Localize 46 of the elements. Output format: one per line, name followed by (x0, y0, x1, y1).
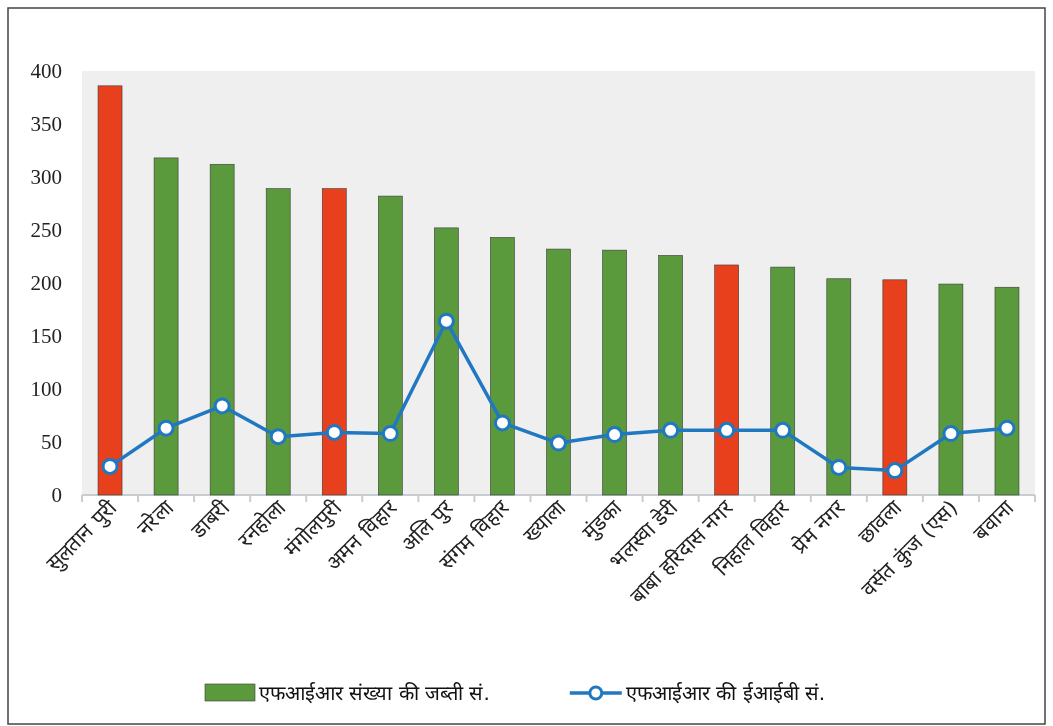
bar (546, 248, 571, 496)
bar (434, 227, 459, 496)
bar (265, 188, 291, 496)
y-tick-label: 100 (30, 377, 62, 401)
point (942, 425, 960, 443)
point (662, 421, 680, 439)
bar (490, 237, 515, 496)
y-tick-label: 200 (30, 271, 62, 295)
legend-label: एफआईआर की ईआईबी सं. (625, 681, 826, 705)
point (606, 426, 624, 444)
bar (97, 85, 123, 496)
bar (994, 286, 1020, 496)
bar (378, 195, 403, 496)
bar (714, 264, 739, 496)
point (493, 414, 511, 432)
y-tick-label: 0 (51, 483, 62, 507)
bar (602, 249, 627, 496)
point (325, 423, 343, 441)
bar (770, 266, 796, 496)
point (886, 462, 904, 480)
point (157, 419, 175, 437)
y-tick-label: 50 (41, 430, 62, 454)
y-tick-label: 250 (30, 218, 62, 242)
point (718, 421, 736, 439)
bar (826, 278, 852, 496)
bar (209, 163, 235, 496)
point (269, 428, 287, 446)
point (101, 457, 119, 475)
bar (321, 188, 347, 496)
point (550, 434, 567, 452)
y-tick-label: 150 (30, 324, 62, 348)
y-tick-label: 350 (30, 112, 62, 136)
x-tick-label: नरेला (132, 494, 179, 541)
point (437, 312, 455, 330)
bar (658, 255, 683, 496)
bar (882, 279, 908, 496)
bar (938, 283, 964, 496)
point (381, 425, 399, 443)
point (998, 419, 1016, 437)
point (774, 421, 792, 439)
y-tick-label: 300 (30, 165, 62, 189)
point (830, 458, 848, 476)
y-tick-label: 400 (30, 59, 62, 83)
legend-label: एफआईआर संख्या की जब्ती सं. (259, 681, 490, 705)
bar (153, 157, 179, 496)
point (213, 397, 231, 415)
